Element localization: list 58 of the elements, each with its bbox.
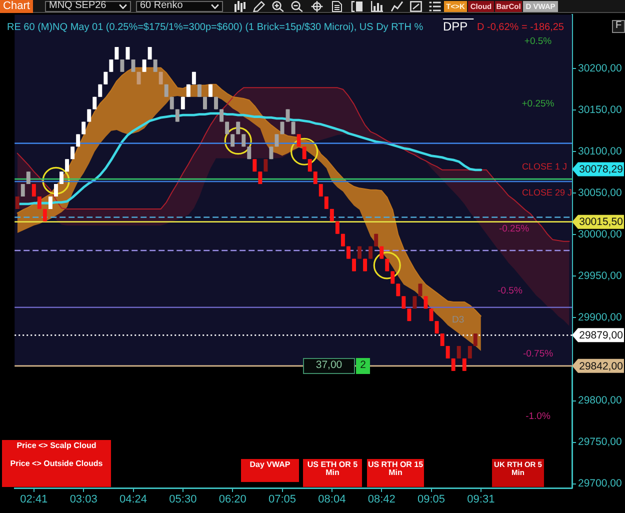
point	[373, 252, 401, 280]
x-tick-label: 04:24	[119, 494, 148, 506]
x-tick-label: 02:41	[20, 494, 48, 506]
y-tick-label: 30100,00	[578, 146, 622, 158]
annotation: DPP	[443, 19, 468, 34]
annotation: CLOSE 29 J	[522, 187, 572, 198]
x-tick-label: 09:05	[418, 494, 446, 506]
annotation: D3	[452, 314, 464, 326]
annotation: Day VWAP	[250, 460, 290, 470]
annotation: -0.75%	[522, 348, 554, 360]
dropdown: MNQ SEP26	[45, 1, 131, 12]
y-tick-label: 29900,00	[578, 312, 622, 324]
text: 30078,29	[579, 164, 624, 176]
button: US ETH OR 5 Min	[303, 459, 362, 487]
ref-line-label: 29842,00	[579, 360, 624, 372]
y-tick-label: 30150,00	[578, 104, 622, 116]
annotation: US ETH OR 5 Min	[306, 460, 359, 478]
button: Day VWAP	[241, 459, 299, 482]
button: F	[612, 20, 625, 33]
annotation: 2	[360, 359, 366, 372]
y-tick-label: 29950,00	[578, 270, 622, 282]
annotation: +0.25%	[522, 98, 555, 110]
x-tick-label: 07:05	[268, 494, 296, 506]
annotation: Price <> Outside Clouds	[10, 459, 103, 468]
x-tick-label: 06:20	[218, 494, 246, 506]
button: US RTH OR 15 Min	[367, 459, 424, 487]
annotation: US RTH OR 15 Min	[367, 460, 424, 478]
x-tick-label: 09:31	[467, 494, 495, 506]
x-tick-label: 08:04	[318, 494, 346, 506]
y-tick-label: 30200,00	[578, 62, 622, 74]
tab: Chart	[0, 0, 33, 13]
annotation: -0.25%	[498, 224, 530, 235]
annotation: -0.5%	[498, 286, 523, 297]
ref-line-label: 29879,00	[579, 330, 624, 342]
annotation: Price <> Scalp Cloud	[16, 441, 96, 450]
x-tick-label: 03:03	[70, 494, 98, 506]
y-tick-label: 29750,00	[578, 436, 622, 448]
annotation: 37,00	[316, 359, 342, 372]
y-tick-label: 30050,00	[578, 187, 622, 200]
y-tick-label: 29700,00	[578, 478, 622, 490]
dropdown: 60 Renko	[136, 1, 223, 12]
x-tick-label: 05:30	[169, 494, 197, 506]
point	[42, 166, 70, 195]
annotation: +0.5%	[524, 36, 552, 48]
button: Price <> Scalp Cloud	[2, 440, 111, 456]
value-box: 2	[356, 358, 370, 374]
y-tick-label: 30000,00	[578, 228, 622, 241]
annotation: CLOSE 1 J	[522, 161, 568, 172]
y-tick-label: 29800,00	[578, 394, 622, 407]
point	[224, 127, 252, 155]
ref-line-label: 30015,50	[579, 216, 624, 228]
annotation: D -0,62% = -186,25	[477, 22, 564, 33]
value-box: 37,00	[303, 358, 355, 374]
x-tick-label: 08:42	[368, 494, 396, 506]
text: RE 60 (M)NQ May 01 (0.25%=$175/1%=300p=$600) (1 Brick=15p/$30 Microi), US Dy RTH %	[7, 22, 424, 33]
point	[290, 138, 318, 166]
annotation: -1.0%	[526, 411, 551, 422]
button: Price <> Outside Clouds	[2, 456, 111, 487]
